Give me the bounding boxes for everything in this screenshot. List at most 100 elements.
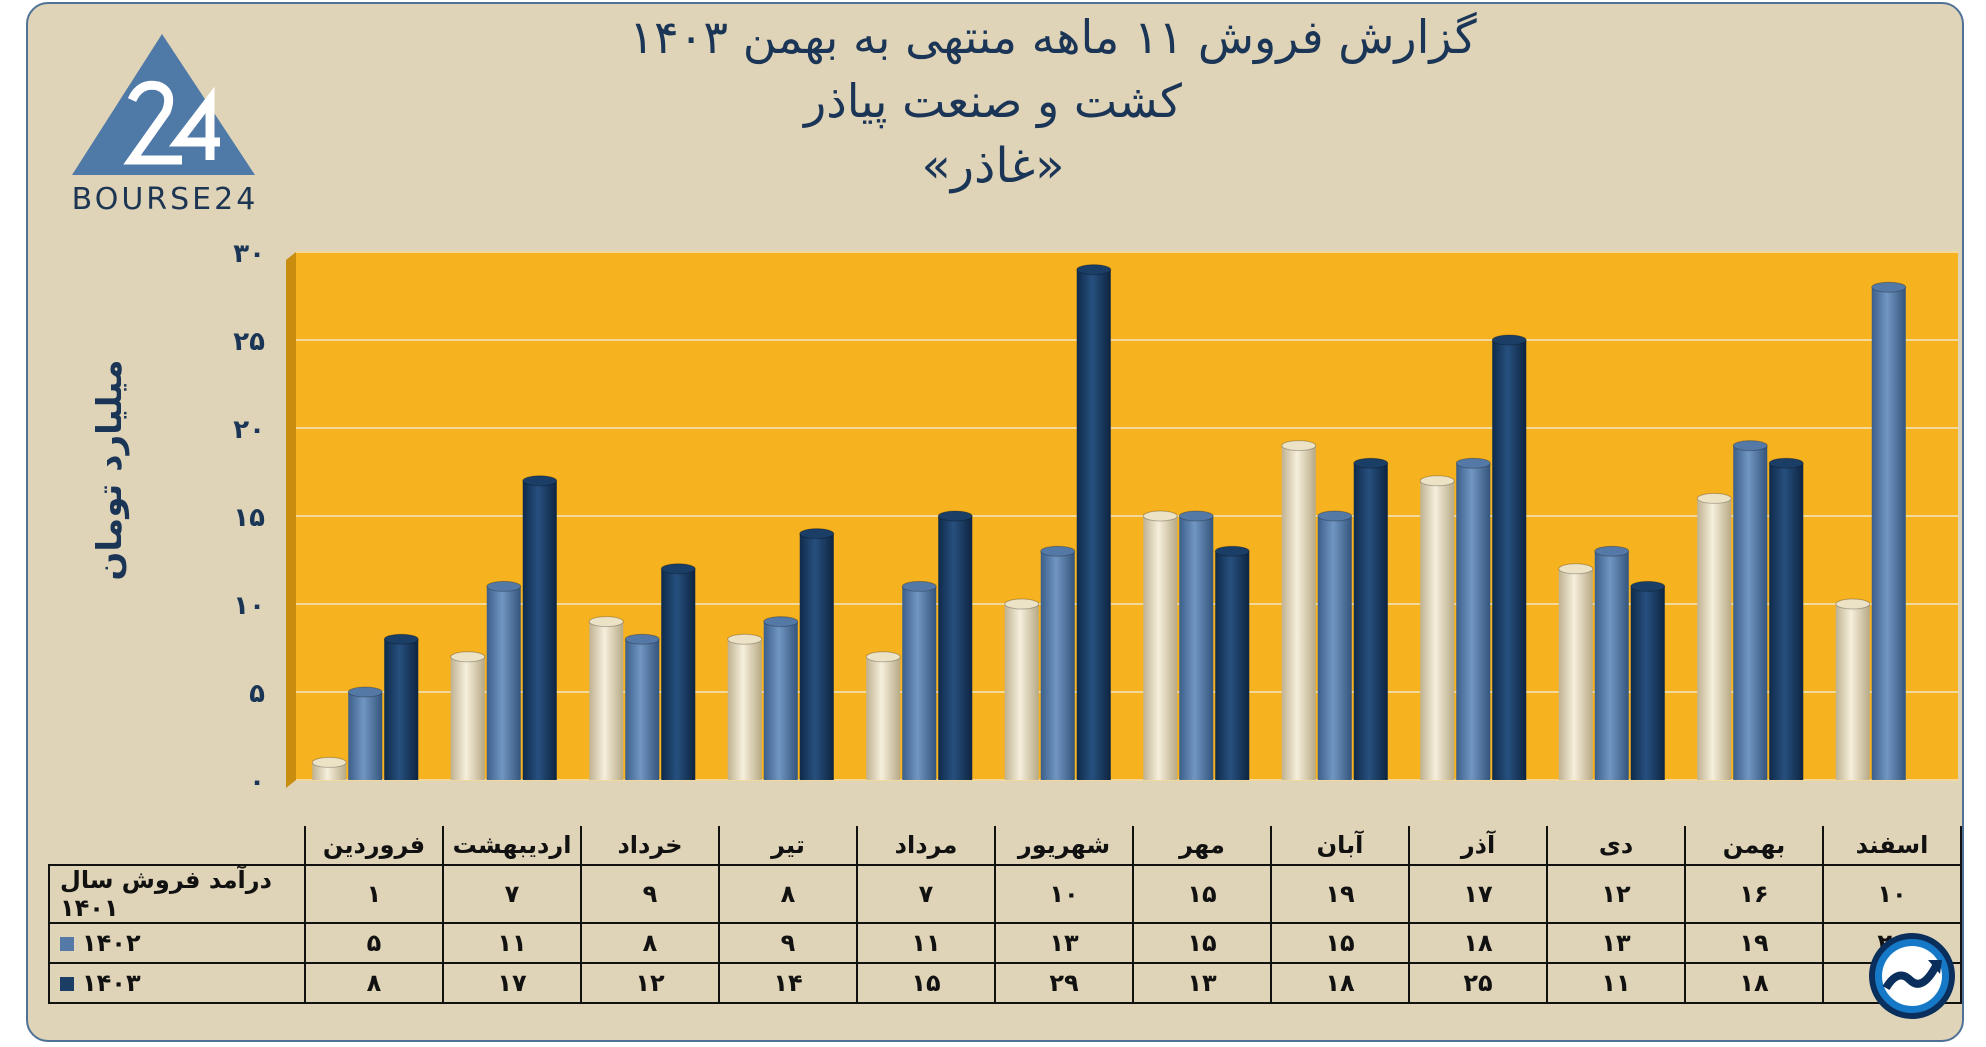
data-label: ۱۱ bbox=[442, 922, 582, 964]
bar bbox=[866, 656, 901, 780]
bar-top bbox=[1178, 510, 1214, 522]
logo-triangle-icon bbox=[72, 34, 255, 175]
bar bbox=[312, 762, 347, 780]
plot-side-wall bbox=[286, 252, 296, 788]
bar-top bbox=[1696, 492, 1732, 504]
data-label: ۱۴ bbox=[718, 962, 858, 1004]
bar-top bbox=[1768, 457, 1804, 469]
bar bbox=[1871, 287, 1906, 780]
bar bbox=[486, 586, 521, 780]
data-label: ۹ bbox=[580, 864, 720, 924]
bar bbox=[1594, 551, 1629, 780]
y-axis-label: میلیارد تومان bbox=[90, 359, 130, 581]
x-category-label: اردیبهشت bbox=[442, 826, 582, 866]
bar-top bbox=[588, 616, 624, 628]
bourse24-logo: BOURSE24 bbox=[70, 30, 270, 217]
bar-top bbox=[450, 651, 486, 663]
legend-entry: ۱۴۰۳ bbox=[48, 962, 306, 1004]
bar-top bbox=[799, 528, 835, 540]
bar bbox=[1143, 516, 1178, 780]
bar bbox=[450, 656, 485, 780]
data-label: ۸ bbox=[580, 922, 720, 964]
bar-top bbox=[1281, 440, 1317, 452]
bar-top bbox=[1004, 598, 1040, 610]
data-label: ۱۵ bbox=[1270, 922, 1410, 964]
data-label: ۱۳ bbox=[1132, 962, 1272, 1004]
table-row: ۱۴۰۳ ۸ ۱۷ ۱۲ ۱۴ ۱۵ ۲۹ ۱۳ ۱۸ ۲۵ ۱۱ ۱۸ bbox=[48, 962, 1962, 1004]
y-tick-label: ۲۰ bbox=[233, 415, 265, 445]
bar bbox=[625, 639, 660, 780]
data-label: ۷ bbox=[856, 864, 996, 924]
bar-top bbox=[383, 633, 419, 645]
bar-top bbox=[1732, 440, 1768, 452]
bar-top bbox=[1558, 563, 1594, 575]
bar bbox=[727, 639, 762, 780]
data-label: ۱۸ bbox=[1408, 922, 1548, 964]
x-category-label: تیر bbox=[718, 826, 858, 866]
bar bbox=[1179, 516, 1214, 780]
x-category-label: شهریور bbox=[994, 826, 1134, 866]
bar bbox=[1835, 604, 1870, 780]
bar bbox=[1630, 586, 1665, 780]
bar bbox=[1281, 445, 1316, 780]
data-label: ۱ bbox=[304, 864, 444, 924]
chart-subtitle: کشت و صنعت پیاذر bbox=[804, 74, 1182, 128]
table-header-row: فروردین اردیبهشت خرداد تیر مرداد شهریور مهر آبا… bbox=[49, 826, 1962, 866]
bar-top bbox=[937, 510, 973, 522]
x-category-label: اسفند bbox=[1822, 826, 1962, 866]
data-label: ۱۵ bbox=[856, 962, 996, 1004]
bar-top bbox=[1594, 545, 1630, 557]
legend-swatch bbox=[60, 937, 74, 951]
bar bbox=[1215, 551, 1250, 780]
bar-top bbox=[865, 651, 901, 663]
bar bbox=[1558, 568, 1593, 780]
bar bbox=[1353, 463, 1388, 780]
chart-title: گزارش فروش ۱۱ ماهه منتهی به بهمن ۱۴۰۳ bbox=[629, 10, 1477, 64]
bar bbox=[384, 639, 419, 780]
y-tick-label: ۱۵ bbox=[233, 503, 265, 533]
bar-top bbox=[1142, 510, 1178, 522]
data-label: ۱۳ bbox=[994, 922, 1134, 964]
data-label: ۱۹ bbox=[1684, 922, 1824, 964]
bar bbox=[763, 621, 798, 780]
data-label: ۱۰ bbox=[994, 864, 1134, 924]
x-category-label: مهر bbox=[1132, 826, 1272, 866]
bar-top bbox=[624, 633, 660, 645]
bar bbox=[938, 516, 973, 780]
data-label: ۱۶ bbox=[1684, 864, 1824, 924]
bar bbox=[661, 568, 696, 780]
x-category-label: خرداد bbox=[580, 826, 720, 866]
data-label: ۱۸ bbox=[1684, 962, 1824, 1004]
bar-top bbox=[1317, 510, 1353, 522]
bar-top bbox=[660, 563, 696, 575]
data-label: ۱۵ bbox=[1132, 864, 1272, 924]
bar-top bbox=[1419, 475, 1455, 487]
bar bbox=[1004, 604, 1039, 780]
logo-text: BOURSE24 bbox=[71, 182, 259, 217]
data-label: ۱۰ bbox=[1822, 864, 1962, 924]
bar-top bbox=[311, 756, 347, 768]
series-name: ۱۴۰۲ bbox=[82, 929, 141, 957]
data-label: ۱۲ bbox=[580, 962, 720, 1004]
table-row: ۱۴۰۲۵۱۱۸۹۱۱۱۳۱۵۱۵۱۸۱۳۱۹۲۸ bbox=[48, 922, 1962, 964]
bar bbox=[1697, 498, 1732, 780]
x-category-label: دی bbox=[1546, 826, 1686, 866]
bar bbox=[1492, 340, 1527, 780]
data-label: ۵ bbox=[304, 922, 444, 964]
bar-top bbox=[1491, 334, 1527, 346]
data-label: ۱۲ bbox=[1546, 864, 1686, 924]
bar bbox=[902, 586, 937, 780]
data-label: ۱۹ bbox=[1270, 864, 1410, 924]
bar-top bbox=[763, 616, 799, 628]
bar bbox=[799, 533, 834, 780]
bar bbox=[1040, 551, 1075, 780]
series-name: ۱۴۰۳ bbox=[82, 969, 141, 997]
bar-top bbox=[486, 580, 522, 592]
company-symbol: «غاذر» bbox=[921, 138, 1065, 194]
bar bbox=[1456, 463, 1491, 780]
series-name: درآمد فروش سال ۱۴۰۱ bbox=[60, 866, 272, 922]
y-tick-label: ۳۰ bbox=[233, 239, 265, 269]
bar-top bbox=[1835, 598, 1871, 610]
data-label: ۱۳ bbox=[1546, 922, 1686, 964]
